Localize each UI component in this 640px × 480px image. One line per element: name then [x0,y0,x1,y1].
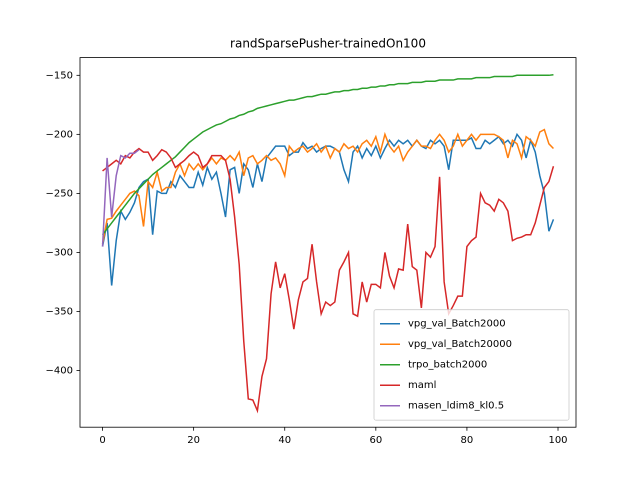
plot-frame [79,57,577,428]
series-line [101,128,554,245]
x-tick-label: 80 [461,435,474,446]
legend-text: vpg_val_Batch20000 [408,339,512,350]
series-line [102,147,555,414]
legend-text: trpo_batch2000 [408,360,487,371]
chart-title: randSparsePusher-trainedOn100 [230,37,426,51]
x-tick-label: 0 [99,435,105,446]
legend-text: vpg_val_Batch2000 [408,319,506,330]
series-line [101,149,140,247]
series-line [101,132,555,286]
legend-text: maml [408,380,436,391]
y-tick-label: −200 [46,129,73,140]
y-tick-label: −400 [46,366,73,377]
x-tick-label: 40 [278,435,291,446]
legend-text: masen_ldim8_kl0.5 [408,401,504,412]
y-tick-label: −300 [46,247,73,258]
y-tick-label: −350 [46,306,73,317]
x-tick-label: 60 [369,435,382,446]
legend-box [373,309,570,421]
y-tick-label: −250 [46,188,73,199]
series-line [101,73,554,236]
x-tick-label: 100 [548,435,567,446]
x-tick-label: 20 [187,435,200,446]
y-tick-label: −150 [46,70,73,81]
